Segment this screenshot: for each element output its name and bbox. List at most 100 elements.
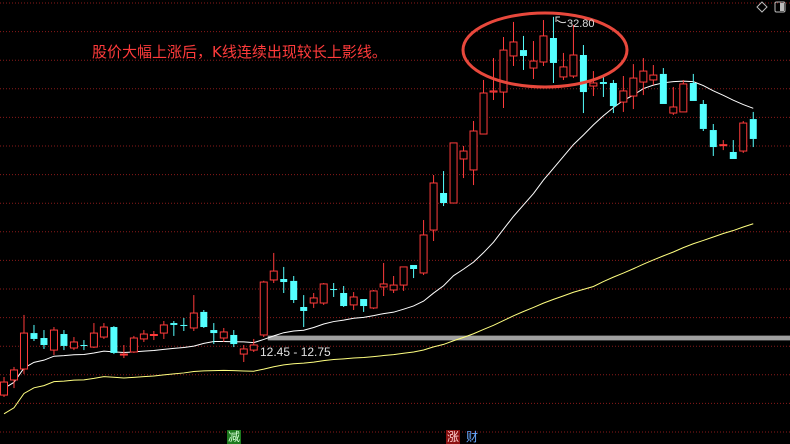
candle [440, 171, 448, 207]
candle [619, 75, 628, 112]
candle [19, 314, 28, 374]
candle [410, 265, 418, 279]
diamond-icon[interactable] [756, 1, 768, 13]
candle-body [440, 193, 448, 204]
candle-body [389, 284, 398, 291]
candle-body [399, 266, 408, 286]
candle-body [559, 66, 568, 78]
annotation-text: 股价大幅上涨后，K线连续出现较长上影线。 [92, 43, 387, 61]
marker-cai[interactable]: 财 [466, 430, 479, 444]
candle-body [230, 334, 238, 345]
candle-body [40, 337, 48, 345]
candle-body [170, 323, 178, 325]
candle-body [259, 281, 268, 336]
marker-jian[interactable]: 减 [227, 430, 242, 444]
candle-body [599, 82, 607, 84]
candle [629, 64, 638, 110]
candle [210, 323, 218, 345]
candle-body [300, 306, 308, 311]
candle-body [69, 341, 78, 349]
candle-body [569, 54, 578, 77]
candle-body [290, 280, 298, 300]
candle [479, 79, 488, 135]
high-price-marker: 32.80 [555, 16, 595, 30]
candle-body [340, 293, 348, 307]
band-rect [267, 335, 790, 341]
candle [529, 41, 538, 80]
candle-body [609, 82, 617, 107]
candle-body [249, 344, 258, 351]
candle-body [579, 55, 587, 93]
candle-body [360, 299, 368, 307]
candle [239, 344, 248, 363]
candle-body [269, 270, 278, 281]
candle [659, 68, 667, 104]
candle [129, 335, 138, 353]
candle [469, 120, 478, 186]
window-toggle-icon[interactable] [774, 1, 786, 13]
candle [9, 366, 18, 389]
candle [0, 376, 8, 397]
candle [40, 330, 48, 349]
candle [749, 111, 757, 148]
candle [189, 295, 198, 332]
candle [519, 35, 527, 70]
candle [589, 71, 598, 97]
candle [200, 310, 208, 328]
candle-body [539, 35, 548, 63]
candle-body [669, 106, 678, 114]
candle [719, 140, 728, 151]
candle [170, 320, 178, 336]
candle [159, 320, 168, 339]
candle-body [410, 265, 418, 269]
candle [449, 142, 458, 204]
candle [259, 280, 268, 338]
candle-body [80, 344, 88, 346]
candle-body [30, 333, 38, 339]
candle-body [239, 348, 248, 355]
candle-body [219, 331, 228, 339]
candle-body [709, 130, 717, 148]
candle [69, 337, 78, 351]
candle-body [149, 333, 158, 336]
candle-body [110, 327, 118, 353]
candle [389, 275, 398, 294]
candle-body [139, 333, 148, 340]
candle [459, 145, 468, 179]
ma-line [3, 223, 754, 415]
candle [689, 73, 697, 101]
candle-body [309, 297, 318, 304]
candle-body [330, 289, 338, 291]
candle-body [379, 283, 388, 288]
candle-body [659, 73, 667, 104]
candle-body [549, 37, 557, 63]
candle-body [369, 290, 378, 309]
candle [269, 252, 278, 283]
candle-body [180, 324, 188, 326]
candle-body [679, 83, 688, 113]
ma-line [3, 80, 754, 389]
candle [49, 327, 58, 356]
candle [110, 326, 118, 355]
candle [30, 324, 38, 342]
candle-body [719, 144, 728, 147]
candle [290, 275, 298, 304]
candle [569, 24, 578, 79]
candle-body [60, 334, 68, 346]
candle [349, 292, 358, 311]
candle-body [210, 330, 218, 334]
candle-body [489, 90, 498, 93]
grid-lines [0, 2, 790, 433]
candle [139, 330, 148, 342]
price-band [267, 335, 790, 341]
candle [230, 330, 238, 348]
candle [609, 79, 617, 114]
candle [509, 21, 518, 66]
candle [559, 52, 568, 80]
marker-zhang[interactable]: 涨 [446, 430, 461, 444]
candle [639, 58, 648, 96]
candle-body [689, 82, 697, 101]
candle [489, 58, 498, 100]
candle [739, 120, 748, 153]
